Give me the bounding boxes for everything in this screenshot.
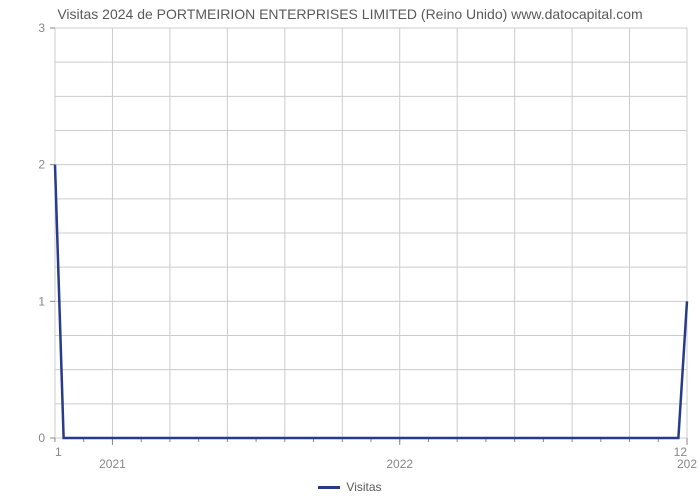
- svg-text:0: 0: [38, 431, 45, 445]
- grid: [55, 28, 687, 438]
- svg-text:1: 1: [55, 445, 62, 459]
- legend: Visitas: [0, 480, 700, 494]
- svg-text:12: 12: [674, 445, 688, 459]
- chart-plot: 0123 20212022202112: [0, 0, 700, 500]
- svg-text:2021: 2021: [99, 457, 126, 471]
- svg-text:2022: 2022: [386, 457, 413, 471]
- legend-swatch: [318, 486, 340, 489]
- svg-text:1: 1: [38, 294, 45, 308]
- svg-text:202: 202: [677, 457, 697, 471]
- chart-container: { "chart": { "type": "line", "title": "V…: [0, 0, 700, 500]
- y-axis-ticks: 0 1 2 3: [38, 21, 55, 445]
- svg-text:3: 3: [38, 21, 45, 35]
- legend-label: Visitas: [346, 480, 381, 494]
- svg-text:2: 2: [38, 158, 45, 172]
- x-axis-ticks: 20212022202112: [55, 438, 697, 471]
